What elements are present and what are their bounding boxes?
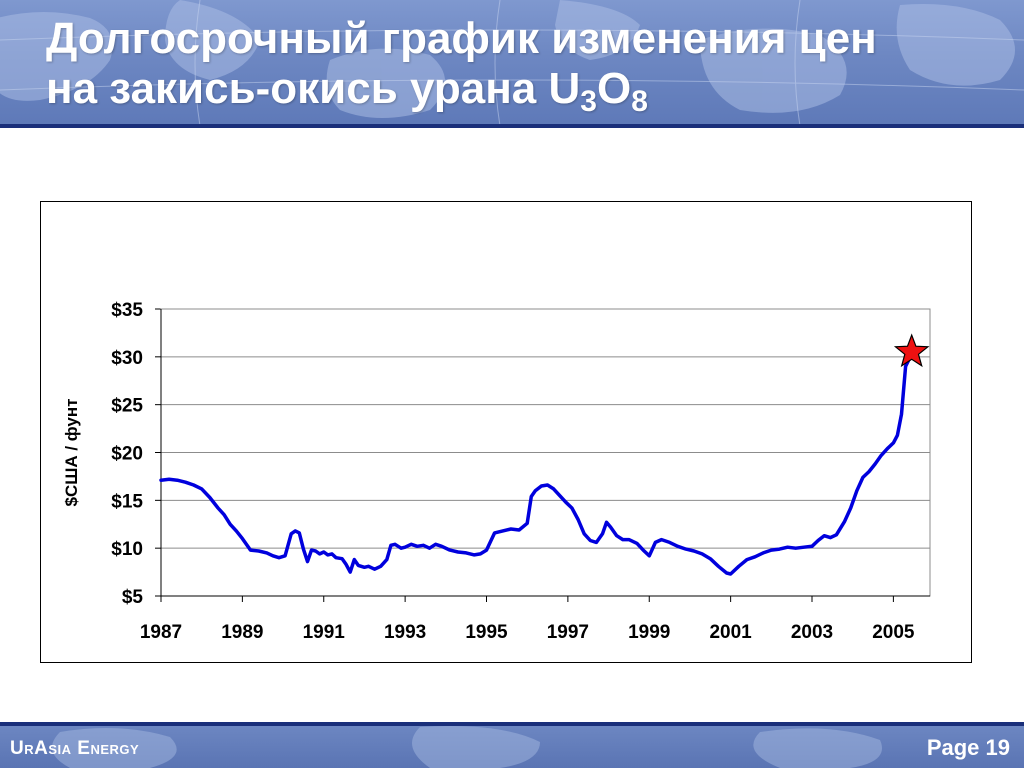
x-tick-label: 1987 <box>140 622 182 643</box>
slide-footer: UrAsia Energy Page 19 <box>0 722 1024 768</box>
y-tick-label: $30 <box>111 348 143 369</box>
price-chart: $5 $10 $15 $20 $25 $30 $35 1987 1989 1991 1993 1995… <box>62 300 931 643</box>
price-series-line <box>159 352 914 576</box>
x-tick-label: 1995 <box>465 622 508 643</box>
title-subscript-3: 3 <box>580 85 597 118</box>
brand-logo-text: UrAsia Energy <box>10 738 140 759</box>
y-tick-label: $10 <box>111 539 143 560</box>
y-tick-label: $25 <box>111 396 143 417</box>
x-tick-label: 1993 <box>384 622 426 643</box>
header-divider <box>0 124 1024 128</box>
title-line-2: на закись-окись урана U3O8 <box>46 64 1006 117</box>
y-tick-label: $15 <box>111 491 143 512</box>
x-tick-label: 2003 <box>791 622 833 643</box>
world-map-background <box>0 0 1024 126</box>
y-tick-label: $35 <box>111 300 143 321</box>
x-tick-label: 2001 <box>709 622 752 643</box>
y-tick-label: $5 <box>122 587 144 608</box>
slide-title: Долгосрочный график изменения цен на зак… <box>46 14 1006 117</box>
y-axis-title: $США / фунт <box>62 399 81 507</box>
title-subscript-8: 8 <box>631 85 648 118</box>
x-tick-label: 1989 <box>221 622 263 643</box>
chart-container: $5 $10 $15 $20 $25 $30 $35 1987 1989 1991 1993 1995… <box>40 201 972 663</box>
slide-header: Долгосрочный график изменения цен на зак… <box>0 0 1024 126</box>
title-line-2-text: на закись-окись урана U <box>46 64 581 113</box>
title-line-1: Долгосрочный график изменения цен <box>46 14 877 63</box>
page-number: Page 19 <box>926 735 1010 760</box>
title-letter-o: O <box>596 64 632 113</box>
star-marker-icon <box>893 333 930 368</box>
x-tick-label: 1999 <box>628 622 670 643</box>
world-map-footer-background <box>52 726 882 768</box>
footer-divider <box>0 722 1024 726</box>
x-tick-label: 1991 <box>303 622 346 643</box>
x-tick-label: 1997 <box>547 622 589 643</box>
x-tick-label: 2005 <box>872 622 915 643</box>
y-tick-label: $20 <box>111 444 143 465</box>
